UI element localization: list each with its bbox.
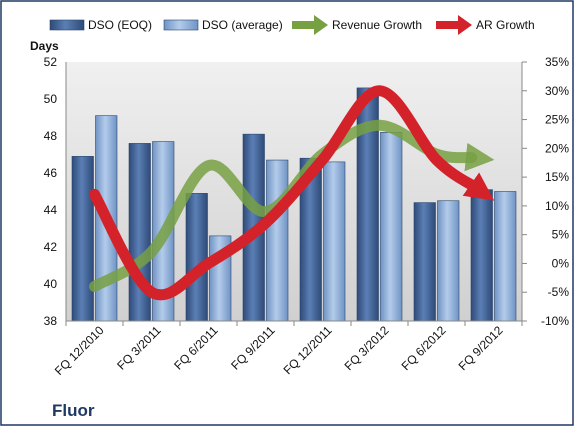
company-label: Fluor [52,401,95,420]
left-tick-label: 48 [44,129,58,143]
right-tick-label: 25% [545,113,569,127]
left-tick-label: 50 [44,92,58,106]
right-tick-label: 20% [545,141,569,155]
left-tick-label: 46 [44,166,58,180]
legend-arrow [292,15,328,35]
right-tick-label: 5% [552,228,570,242]
bar-dso-average [266,159,289,322]
legend-swatch [49,19,85,31]
bar-dso-eoq [71,156,94,322]
right-axis: -10% -5% 0% 5% 10% 15% 20% 25% 30% 35% [521,55,570,328]
right-tick-label: -10% [541,314,569,328]
left-tick-label: 40 [44,277,58,291]
bar-dso-eoq [413,202,436,322]
bar-dso-average [380,132,403,322]
legend: DSO (EOQ) DSO (average) Revenue Growth AR G… [49,15,535,35]
line-ar-growth [89,85,495,301]
left-axis: 38 40 42 44 46 48 50 52 [44,55,67,328]
right-tick-label: 0% [552,256,570,270]
legend-label: DSO (EOQ) [88,18,152,32]
bar-dso-average [323,161,346,322]
bar-dso-eoq [470,189,493,322]
right-tick-label: 15% [545,170,569,184]
left-tick-label: 38 [44,314,58,328]
legend-label: DSO (average) [202,18,283,32]
legend-label: AR Growth [476,18,535,32]
left-tick-label: 44 [44,203,58,217]
left-tick-label: 52 [44,55,58,69]
right-tick-label: -5% [548,285,570,299]
right-tick-label: 30% [545,84,569,98]
growth-lines [89,85,495,301]
bar-dso-eoq [185,193,208,322]
legend-swatch [163,19,199,31]
right-tick-label: 10% [545,199,569,213]
legend-arrow [436,15,472,35]
left-tick-label: 42 [44,240,58,254]
left-axis-title: Days [30,39,59,53]
bar-dso-average [494,191,517,322]
legend-label: Revenue Growth [332,18,422,32]
right-tick-label: 35% [545,55,569,69]
bar-dso-average [437,200,460,322]
